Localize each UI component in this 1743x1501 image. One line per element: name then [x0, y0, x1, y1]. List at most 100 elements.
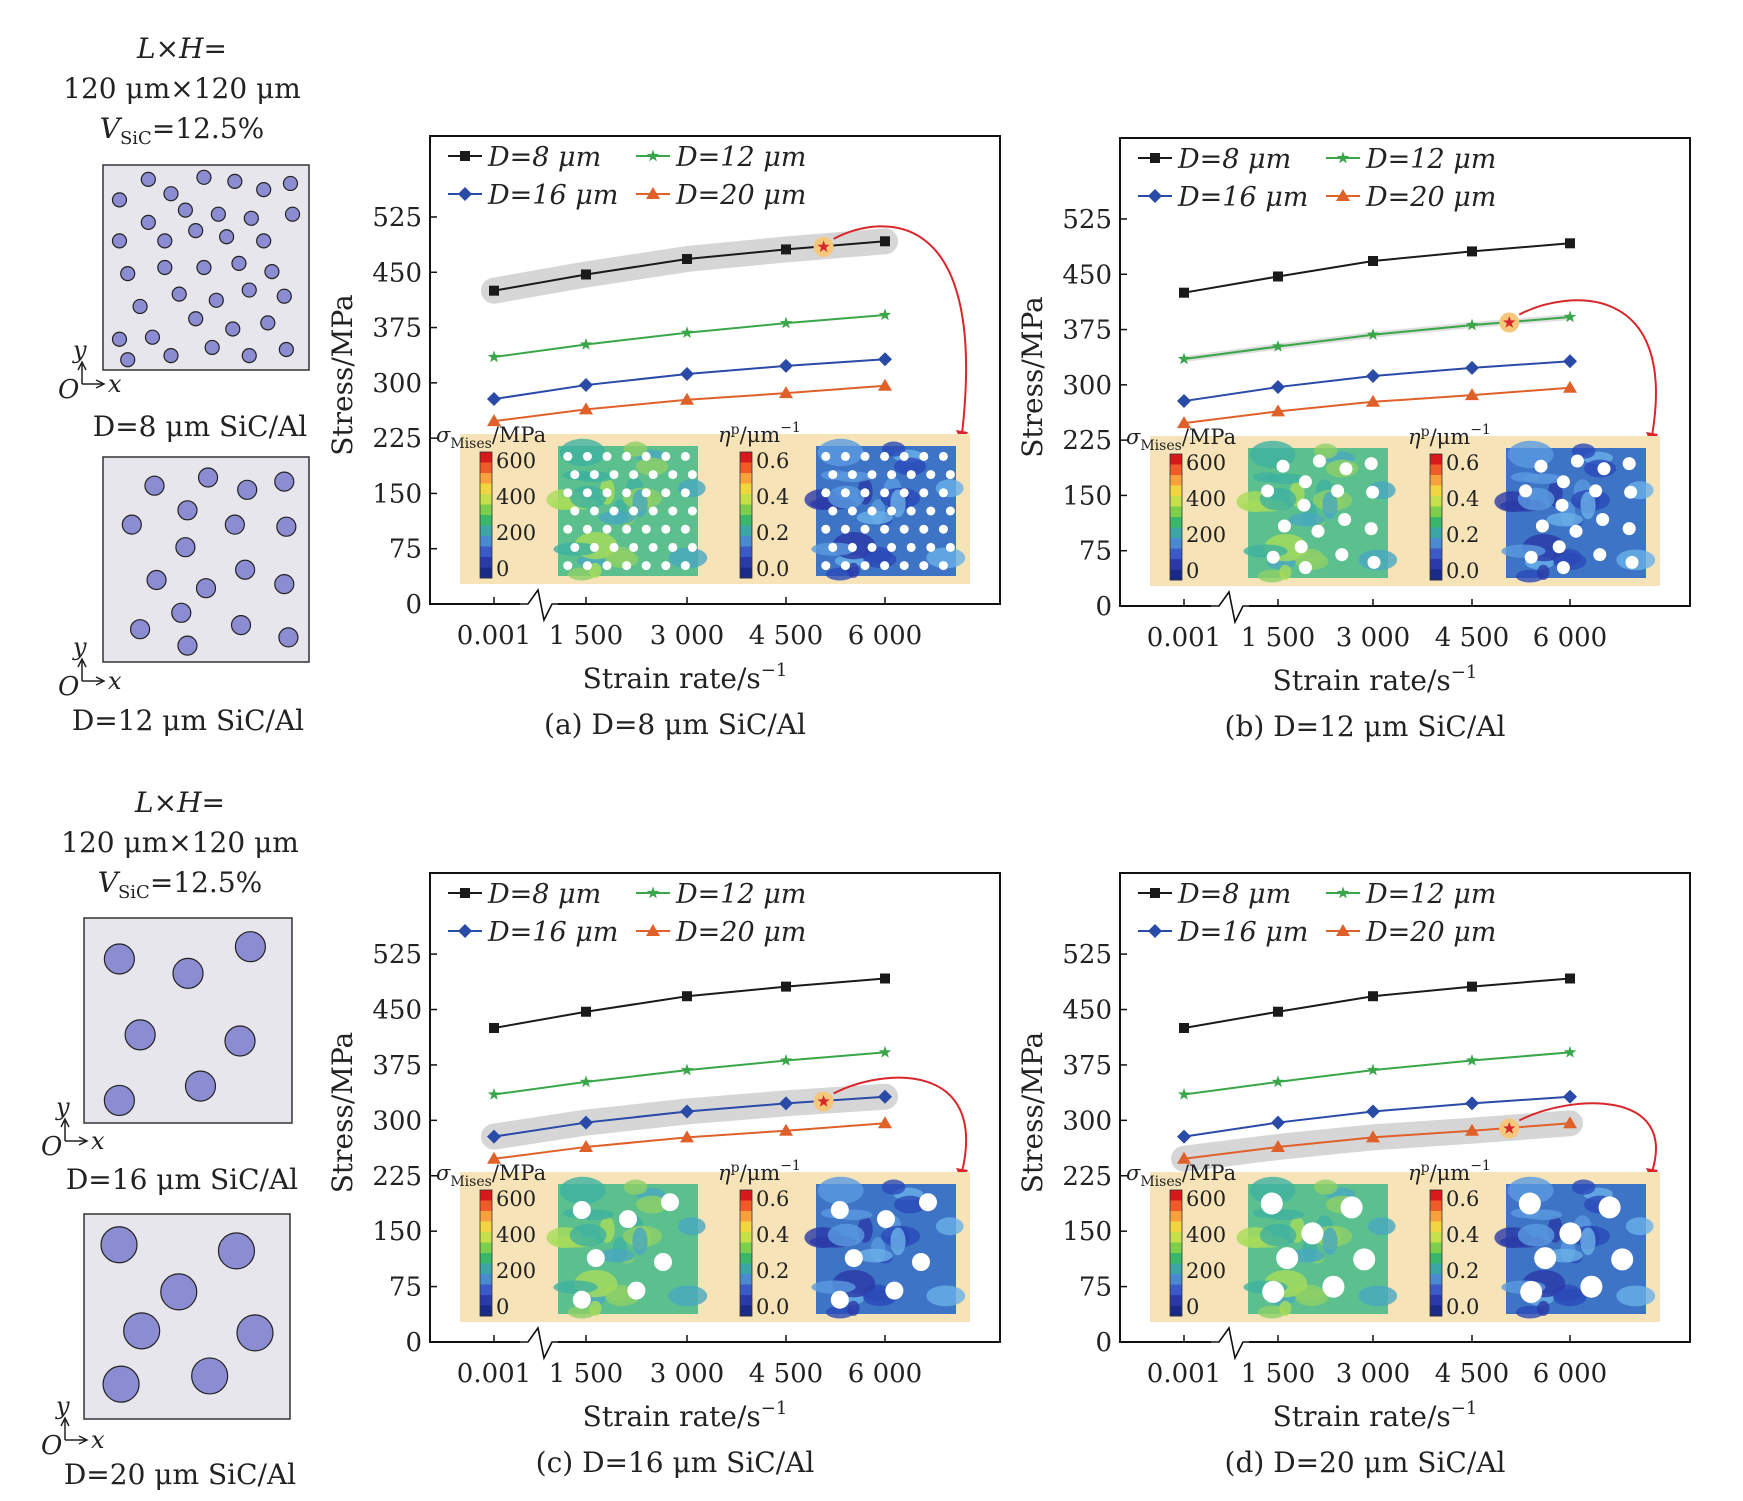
legend-label: D=8 μm [487, 142, 601, 173]
particle-hole [1266, 550, 1280, 564]
colorbar-segment [1430, 517, 1442, 528]
particle-hole [1367, 555, 1381, 569]
y-tick-label: 0 [1095, 592, 1112, 622]
sic-particle [231, 255, 247, 271]
stress-colorbar-tick: 600 [1186, 1187, 1226, 1211]
particle-hole [899, 524, 909, 534]
x-axis-arrow [65, 1435, 89, 1445]
sic-particle [124, 1019, 156, 1051]
particle-hole [899, 561, 909, 571]
axis-x-label: x [91, 1426, 105, 1454]
particle-hole [877, 1210, 895, 1229]
sic-particle [163, 186, 179, 202]
y-tick-label: 225 [1062, 426, 1112, 456]
colorbar-segment [740, 1253, 752, 1264]
data-point [680, 1104, 694, 1119]
selected-point-star [817, 1095, 830, 1107]
particle-hole [821, 561, 831, 571]
legend-label: D=20 μm [675, 917, 806, 948]
particle-hole [629, 470, 639, 480]
particle-hole [880, 488, 890, 498]
stress-contour-map [546, 438, 708, 581]
field-patch [623, 1179, 648, 1195]
colorbar-segment [1430, 1242, 1442, 1254]
sic-particle [144, 329, 161, 345]
sic-particle [274, 471, 295, 492]
data-point [1366, 1104, 1380, 1119]
colorbar-segment [480, 483, 492, 495]
sic-particle [196, 259, 212, 276]
field-patch [935, 1217, 964, 1236]
particle-hole [1312, 454, 1326, 468]
field-patch [567, 1305, 596, 1319]
selected-point-star [1503, 1122, 1516, 1134]
field-patch [811, 1280, 856, 1294]
colorbar-segment [480, 567, 492, 579]
data-point [489, 285, 499, 296]
legend-marker [1336, 151, 1350, 164]
field-patch [1580, 491, 1596, 520]
legend-marker [460, 888, 470, 898]
data-point [1271, 1075, 1285, 1088]
strain-colorbar-tick: 0.4 [1446, 1223, 1479, 1247]
particle-hole [1294, 540, 1308, 554]
sic-particle [196, 169, 212, 185]
particle-hole [1331, 484, 1345, 498]
particle-hole [830, 1290, 849, 1309]
x-axis-label-sup: −1 [761, 1398, 788, 1419]
colorbar-frame [739, 451, 753, 579]
field-patch [1322, 1227, 1338, 1256]
vf-var: V [98, 866, 121, 899]
data-point [1465, 318, 1479, 331]
field-patch [598, 1248, 635, 1263]
legend-marker [1336, 886, 1350, 899]
colorbar-segment [480, 1221, 492, 1233]
strain-colorbar-tick: 0.6 [756, 1187, 789, 1211]
field-patch [1257, 1305, 1286, 1319]
sic-particle [140, 214, 156, 230]
field-patch [668, 547, 708, 569]
colorbar-segment [740, 567, 752, 579]
legend-marker [458, 187, 472, 201]
data-point [779, 1054, 793, 1066]
x-axis-label: Strain rate/s−1 [583, 1398, 788, 1433]
sic-particle [284, 206, 301, 222]
field-patch [567, 567, 596, 581]
field-patch [1580, 1227, 1596, 1256]
colorbar-segment [480, 504, 492, 516]
data-point [579, 378, 593, 393]
stress-colorbar-tick: 0 [496, 557, 509, 581]
sic-particle [177, 635, 198, 656]
sic-particle [230, 614, 252, 636]
field-patch [1288, 512, 1325, 527]
data-point [1271, 404, 1285, 417]
y-axis-arrow [77, 360, 87, 384]
colorbar-segment [740, 1200, 752, 1212]
stress-colorbar-tick: 400 [1186, 487, 1226, 511]
field-patch [1571, 1179, 1596, 1195]
stress-contour-map [546, 1176, 708, 1319]
stress-colorbar-tick: 200 [496, 521, 536, 545]
legend-marker [646, 924, 660, 936]
y-axis-arrow [77, 657, 87, 681]
x-tick-label: 3 000 [1336, 1359, 1410, 1389]
sic-particle [260, 315, 276, 331]
rve-d12 [102, 456, 310, 663]
strain-contour-map [1494, 1176, 1656, 1319]
particle-hole [828, 470, 838, 480]
y-tick-label: 75 [389, 535, 422, 565]
x-axis-label-text: Strain rate/s [583, 1400, 761, 1433]
y-tick-label: 75 [1079, 537, 1112, 567]
x-tick-label: 4 500 [749, 621, 823, 651]
strain-var: η [718, 1161, 731, 1185]
data-point [680, 1130, 694, 1143]
particle-hole [609, 470, 619, 480]
data-point [1563, 354, 1577, 369]
field-patch [623, 441, 648, 457]
particle-hole [867, 470, 877, 480]
data-point [1467, 246, 1477, 257]
strain-colorbar-tick: 0.4 [756, 485, 789, 509]
particle-hole [563, 488, 573, 498]
field-patch [890, 1227, 906, 1256]
field-patch [1279, 564, 1292, 580]
